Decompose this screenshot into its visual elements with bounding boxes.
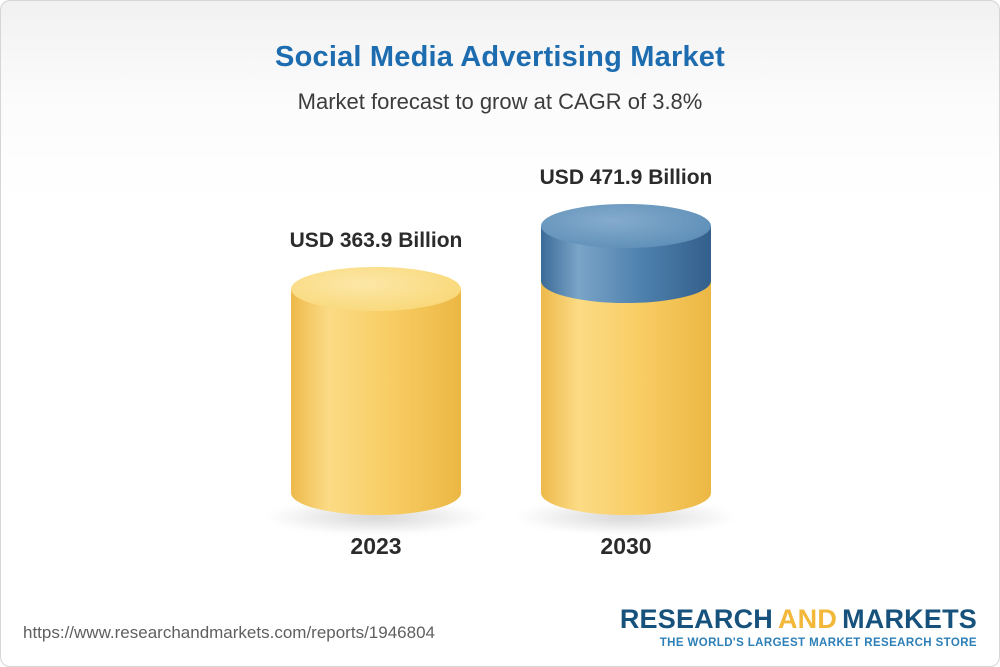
- brand-tagline: THE WORLD'S LARGEST MARKET RESEARCH STOR…: [659, 637, 977, 650]
- brand-logo: RESEARCH AND MARKETS THE WORLD'S LARGEST M…: [620, 605, 977, 650]
- brand-name-research: RESEARCH: [619, 604, 773, 634]
- source-url-link[interactable]: https://www.researchandmarkets.com/repor…: [23, 623, 435, 642]
- bar-2023-top: [291, 267, 461, 311]
- page-title: Social Media Advertising Market: [275, 41, 725, 73]
- value-label-2023: USD 363.9 Billion: [289, 229, 463, 252]
- value-label-2030: USD 471.9 Billion: [539, 166, 713, 189]
- category-label-2030: 2030: [600, 533, 652, 559]
- bar-2030-body: [541, 281, 711, 515]
- brand-name: RESEARCH AND MARKETS: [620, 605, 977, 633]
- page-subtitle: Market forecast to grow at CAGR of 3.8%: [297, 89, 703, 114]
- bar-2030-top: [541, 204, 711, 248]
- bar-2023-body: [291, 289, 461, 515]
- brand-name-and: AND: [777, 604, 838, 634]
- category-label-2023: 2023: [350, 533, 402, 559]
- brand-name-markets: MARKETS: [842, 604, 977, 634]
